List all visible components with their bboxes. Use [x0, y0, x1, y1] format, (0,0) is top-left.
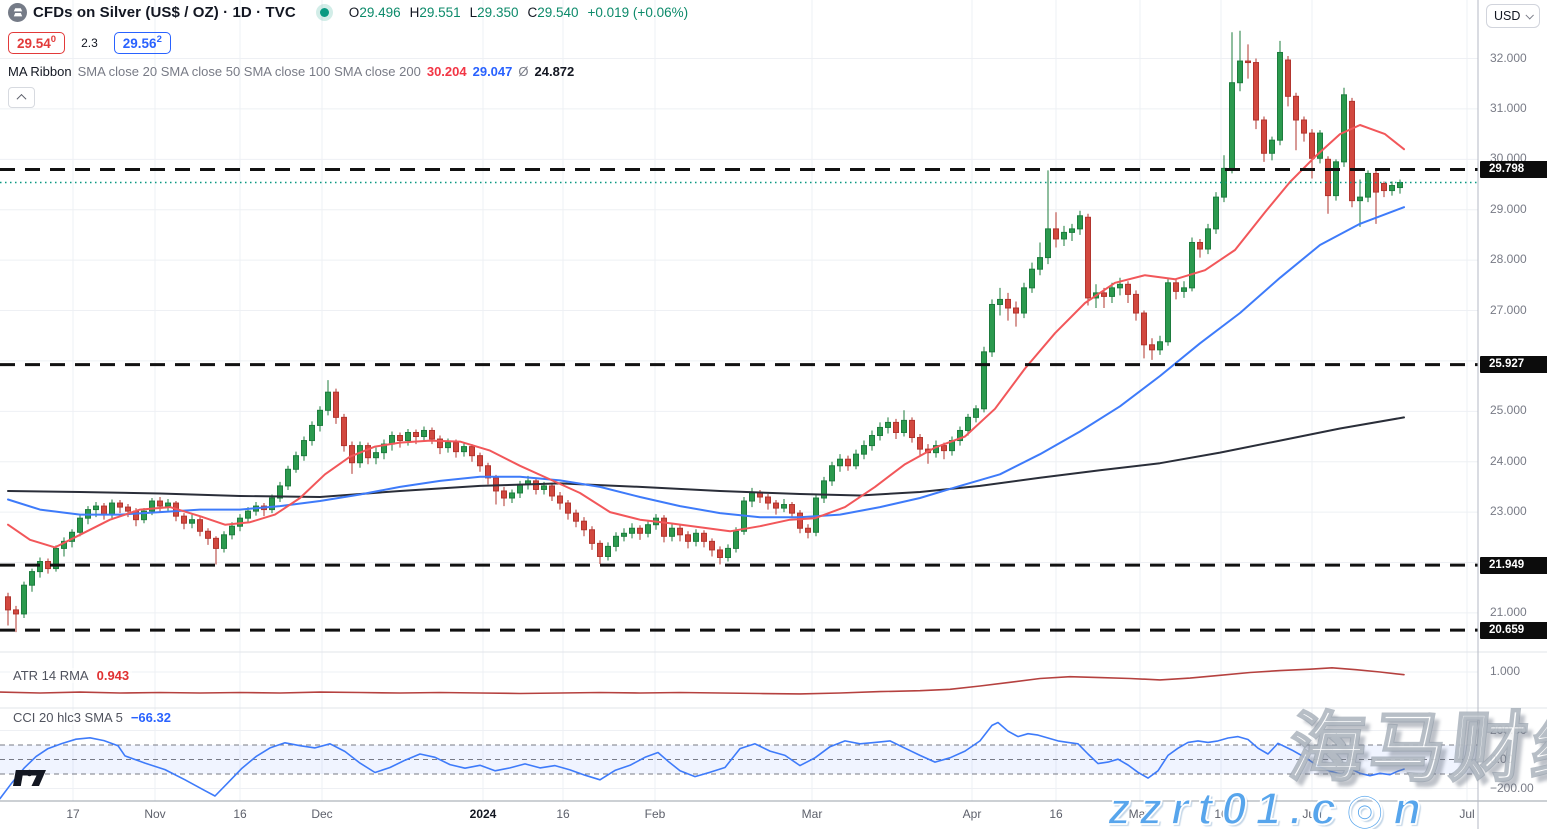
chart-legend: CFDs on Silver (US$ / OZ) · 1D · TVC O29…	[8, 3, 688, 108]
site-watermark-cn: 海马财经	[1284, 705, 1547, 792]
cci-value: −66.32	[130, 710, 171, 725]
indicator-params: SMA close 20 SMA close 50 SMA close 100 …	[77, 64, 421, 79]
chevron-down-icon	[1525, 11, 1534, 20]
ohlc-values: O29.496 H29.551 L29.350 C29.540 +0.019 (…	[348, 5, 689, 20]
atr-value: 0.943	[96, 668, 130, 683]
sell-button[interactable]: 29.540	[8, 32, 66, 54]
collapse-legend-button[interactable]	[8, 87, 35, 108]
bid-ask-row: 29.540 2.3 29.562	[8, 31, 688, 55]
currency-selector[interactable]: USD	[1486, 4, 1540, 28]
chevron-up-icon	[16, 93, 27, 104]
sma50-value: 29.047	[472, 64, 513, 79]
indicator-title: MA Ribbon	[8, 64, 72, 79]
sma200-value: 24.872	[534, 64, 575, 79]
symbol-title[interactable]: CFDs on Silver (US$ / OZ) · 1D · TVC	[33, 4, 296, 21]
sma100-value: Ø	[518, 64, 529, 79]
market-status-icon[interactable]	[319, 8, 329, 17]
cci-legend[interactable]: CCI 20 hlc3 SMA 5 −66.32	[10, 710, 174, 725]
ma-ribbon-legend[interactable]: MA Ribbon SMA close 20 SMA close 50 SMA …	[8, 64, 688, 79]
site-watermark-url: zzrt01.c◎n	[1107, 782, 1430, 829]
atr-legend[interactable]: ATR 14 RMA 0.943	[10, 668, 133, 683]
spread-value: 2.3	[81, 36, 98, 50]
change-value: +0.019 (+0.06%)	[587, 5, 689, 20]
buy-button[interactable]: 29.562	[113, 32, 171, 54]
symbol-row: CFDs on Silver (US$ / OZ) · 1D · TVC O29…	[8, 3, 688, 22]
sma20-value: 30.204	[426, 64, 467, 79]
silver-symbol-icon	[8, 3, 27, 22]
tradingview-logo[interactable]	[13, 767, 47, 789]
